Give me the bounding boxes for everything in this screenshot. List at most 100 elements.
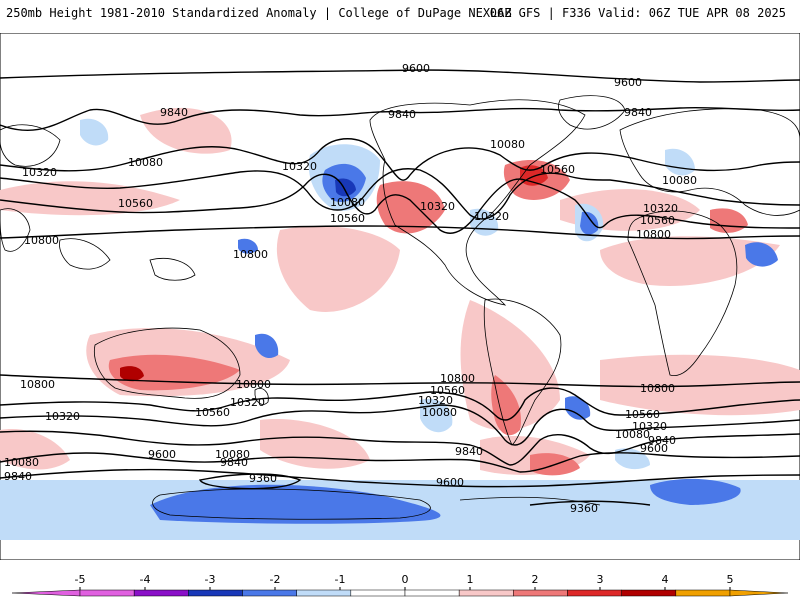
- colorbar-cell: [404, 589, 460, 597]
- colorbar-arrow-right: [729, 589, 789, 597]
- anomaly-neg1-nepac: [80, 118, 109, 146]
- contour-label: 9600: [640, 442, 668, 455]
- map-frame: [0, 33, 800, 560]
- contour-10560-s: [0, 387, 800, 421]
- contour-label: 10800: [233, 248, 268, 261]
- contour-label: 10560: [195, 406, 230, 419]
- map-title: 250mb Height 1981-2010 Standardized Anom…: [6, 6, 512, 20]
- anomaly-neg2-satl: [565, 396, 591, 420]
- colorbar-cell: [567, 589, 622, 597]
- contour-9600-s: [0, 468, 800, 488]
- contour-9600-n: [0, 69, 800, 83]
- contour-10080-n: [0, 138, 800, 181]
- contour-label: 10080: [215, 448, 250, 461]
- anomaly-pos2-australia: [108, 354, 240, 391]
- anomaly-map: 9600 9600 9840 9840 9840 10080 10080 100…: [0, 33, 800, 560]
- colorbar-tick-label: 5: [727, 573, 734, 586]
- colorbar-cell: [133, 589, 189, 597]
- anomaly-neg1-spac2: [420, 398, 453, 433]
- contour-label: 10320: [418, 394, 453, 407]
- colorbar-tick-label: 2: [532, 573, 539, 586]
- anomaly-pos1-npac-band: [0, 181, 180, 216]
- contour-label: 10320: [230, 396, 265, 409]
- contour-label: 10800: [636, 228, 671, 241]
- contour-label: 9840: [388, 108, 416, 121]
- anomaly-pos1-indian: [600, 354, 800, 416]
- run-valid-time: 06Z GFS | F336 Valid: 06Z TUE APR 08 202…: [489, 6, 786, 20]
- colorbar-tick-label: -2: [270, 573, 281, 586]
- contour-label: 10800: [20, 378, 55, 391]
- height-contours: [0, 69, 800, 506]
- contour-label: 10560: [430, 384, 465, 397]
- colorbar-tick-label: -3: [205, 573, 216, 586]
- contour-label: 9600: [402, 62, 430, 75]
- contour-label: 10080: [422, 406, 457, 419]
- contour-9840-s: [0, 452, 800, 473]
- colorbar-cells: [11, 589, 789, 597]
- colorbar-cell: [79, 589, 135, 597]
- contour-label: 10320: [632, 420, 667, 433]
- contour-label: 9360: [249, 472, 277, 485]
- contour-10560-n: [0, 173, 800, 234]
- contour-label: 9840: [160, 106, 188, 119]
- colorbar-tick-label: -4: [140, 573, 151, 586]
- contour-10800-s: [0, 374, 800, 388]
- colorbar: -5 -4 -3 -2 -1 0 1 2 3 4 5: [11, 573, 789, 597]
- colorbar-cell: [296, 589, 352, 597]
- colorbar-tick-label: 4: [662, 573, 669, 586]
- anomaly-neg2-spac: [255, 333, 279, 359]
- contour-label: 9840: [624, 106, 652, 119]
- colorbar-cell: [513, 589, 568, 597]
- colorbar-tick-label: 3: [597, 573, 604, 586]
- colorbar-cell: [242, 589, 297, 597]
- anomaly-neg2-atlantic: [580, 211, 599, 235]
- anomaly-shading: [0, 107, 800, 540]
- contour-label: 10080: [490, 138, 525, 151]
- contour-label: 10560: [540, 163, 575, 176]
- contour-label: 10800: [236, 378, 271, 391]
- contour-label: 10320: [643, 202, 678, 215]
- anomaly-pos1-spac: [260, 419, 370, 469]
- contour-label: 10800: [24, 234, 59, 247]
- contour-label: 10560: [640, 214, 675, 227]
- colorbar-arrow-left: [11, 589, 81, 597]
- anomaly-pos1-africa: [600, 236, 780, 286]
- colorbar-tick-label: -5: [75, 573, 86, 586]
- contour-label: 9600: [436, 476, 464, 489]
- colorbar-tick-label: 0: [402, 573, 409, 586]
- anomaly-neg2-antarctic-b: [650, 478, 741, 505]
- contour-label: 9840: [220, 456, 248, 469]
- anomaly-pos2-sam: [491, 375, 521, 436]
- contour-9360-s2: [529, 500, 651, 506]
- contour-10080-s: [0, 430, 800, 466]
- contour-10320-n: [0, 168, 800, 220]
- contour-9360-s: [198, 473, 302, 490]
- contour-label: 10560: [330, 212, 365, 225]
- contour-label: 10560: [625, 408, 660, 421]
- colorbar-cell: [621, 589, 677, 597]
- contour-label: 10080: [330, 196, 365, 209]
- contour-label: 9840: [648, 434, 676, 447]
- contour-label: 10320: [420, 200, 455, 213]
- colorbar-cell: [675, 589, 731, 597]
- contour-label: 10800: [640, 382, 675, 395]
- colorbar-cell: [188, 589, 243, 597]
- contour-label: 9840: [455, 445, 483, 458]
- contour-label: 10080: [662, 174, 697, 187]
- contour-label: 10800: [440, 372, 475, 385]
- colorbar-tick-label: -1: [335, 573, 346, 586]
- contour-label: 9600: [614, 76, 642, 89]
- contour-label: 9600: [148, 448, 176, 461]
- contour-label: 10080: [615, 428, 650, 441]
- contour-label: 10320: [45, 410, 80, 423]
- anomaly-neg2-indian: [745, 242, 778, 267]
- colorbar-cell: [458, 589, 514, 597]
- contour-label: 10080: [4, 456, 39, 469]
- anomaly-pos1-pacific-n: [140, 107, 232, 154]
- contour-label: 9840: [4, 470, 32, 483]
- contour-label: 10320: [22, 166, 57, 179]
- colorbar-tick-label: 1: [467, 573, 474, 586]
- contour-label: 10320: [474, 210, 509, 223]
- anomaly-neg2-tropic: [238, 238, 258, 254]
- contour-10800-n: [0, 225, 800, 240]
